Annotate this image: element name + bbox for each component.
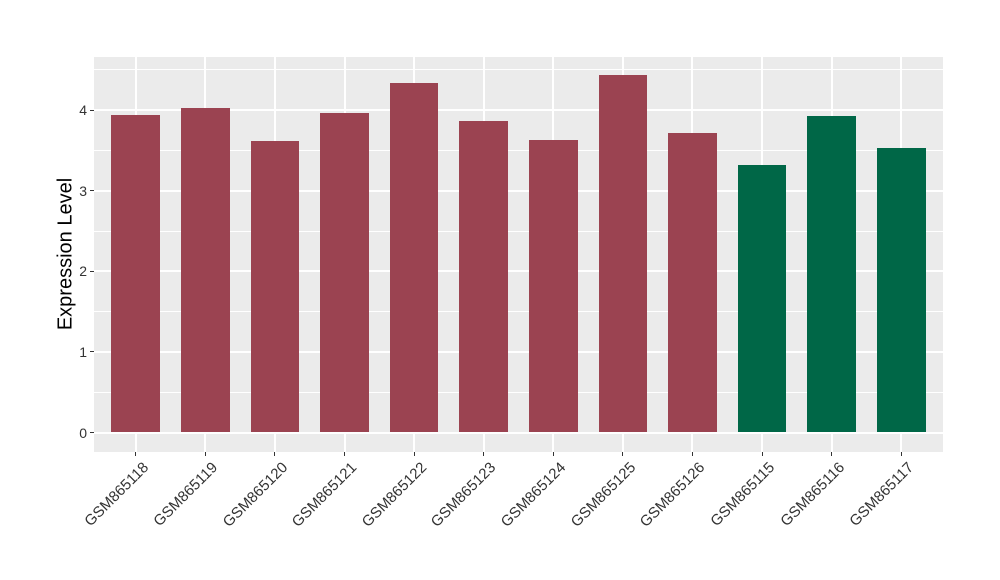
x-tick-label: GSM865119 xyxy=(150,459,222,530)
major-gridline xyxy=(94,431,943,434)
bar-GSM865115 xyxy=(737,164,787,433)
x-tick-mark xyxy=(344,452,346,456)
y-tick-label: 2 xyxy=(79,263,87,280)
bar-GSM865124 xyxy=(528,139,578,433)
major-gridline xyxy=(94,350,943,353)
x-tick-label: GSM865116 xyxy=(776,459,848,530)
y-tick-label: 3 xyxy=(79,182,87,199)
y-tick-mark xyxy=(90,432,94,433)
x-tick-label: GSM865121 xyxy=(288,459,361,531)
bar-GSM865125 xyxy=(598,74,648,433)
x-tick-mark xyxy=(552,452,554,456)
major-gridline xyxy=(94,189,943,192)
y-tick-label: 1 xyxy=(79,343,87,360)
x-tick-mark xyxy=(831,452,833,456)
y-tick-mark xyxy=(90,351,94,353)
x-tick-mark xyxy=(135,452,137,456)
x-tick-label: GSM865122 xyxy=(358,459,431,531)
x-tick-label: GSM865124 xyxy=(497,459,570,531)
bar-GSM865123 xyxy=(459,121,509,433)
x-tick-mark xyxy=(691,452,693,456)
y-axis-title: Expression Level xyxy=(54,177,77,331)
major-gridline xyxy=(94,270,943,273)
y-tick-mark xyxy=(90,190,94,192)
bar-GSM865120 xyxy=(250,140,300,433)
minor-gridline xyxy=(94,230,943,232)
plot-panel xyxy=(94,57,943,452)
y-tick-label: 4 xyxy=(79,102,87,119)
x-tick-mark xyxy=(413,452,415,456)
minor-gridline xyxy=(94,149,943,151)
bar-GSM865119 xyxy=(180,107,230,433)
x-tick-label: GSM865115 xyxy=(707,459,779,530)
x-tick-mark xyxy=(622,452,624,456)
y-tick-label: 0 xyxy=(79,424,87,441)
y-tick-mark xyxy=(90,270,94,272)
x-tick-label: GSM865117 xyxy=(846,459,918,530)
x-tick-mark xyxy=(274,452,276,456)
y-tick-mark xyxy=(90,109,94,111)
bar-GSM865126 xyxy=(668,132,717,433)
bar-GSM865118 xyxy=(111,114,161,433)
minor-gridline xyxy=(94,391,943,393)
x-tick-label: GSM865118 xyxy=(80,459,152,530)
minor-gridline xyxy=(94,311,943,313)
x-tick-label: GSM865120 xyxy=(219,459,291,531)
bar-GSM865117 xyxy=(876,147,926,433)
bar-GSM865116 xyxy=(807,115,856,433)
x-tick-label: GSM865125 xyxy=(567,459,639,531)
minor-gridline xyxy=(94,69,943,71)
x-tick-label: GSM865123 xyxy=(428,459,500,531)
x-tick-mark xyxy=(900,452,902,456)
bar-GSM865122 xyxy=(389,82,439,433)
x-tick-mark xyxy=(483,452,485,456)
x-tick-mark xyxy=(204,452,206,456)
major-gridline xyxy=(94,109,943,112)
bar-GSM865121 xyxy=(320,112,369,433)
x-tick-mark xyxy=(761,452,763,456)
x-tick-label: GSM865126 xyxy=(636,459,709,531)
